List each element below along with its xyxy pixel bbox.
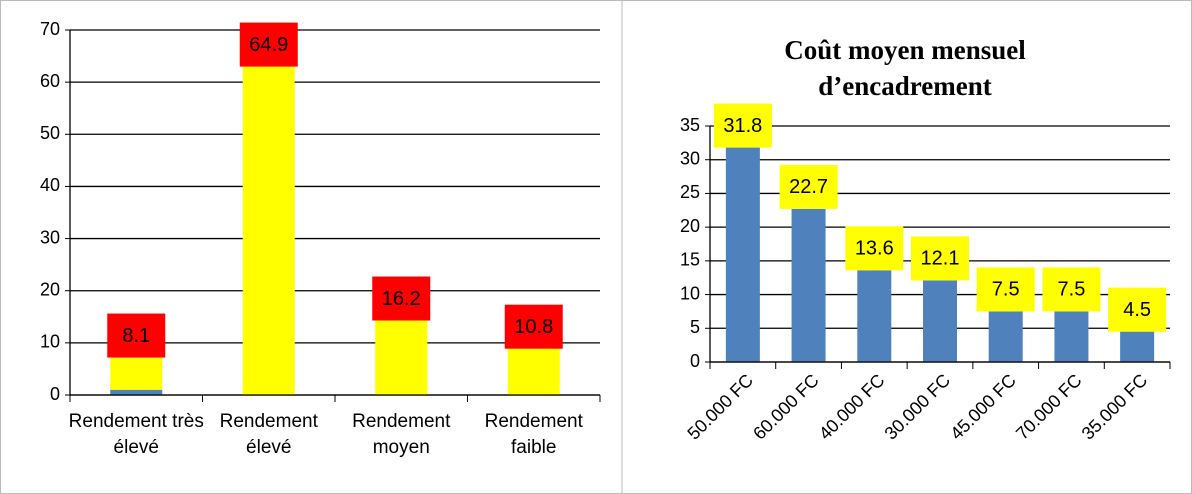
bar (375, 310, 428, 395)
x-tick-label: Rendement élevé (219, 411, 318, 458)
y-tick-label: 60 (40, 71, 60, 91)
data-label-box (504, 304, 563, 349)
bar (791, 208, 826, 362)
y-tick-label: 25 (680, 182, 700, 202)
data-label-box (779, 164, 838, 209)
x-tick-label: 50.000 FC (683, 370, 757, 444)
data-label: 31.8 (723, 115, 762, 137)
bar (242, 56, 295, 395)
data-label: 7.5 (992, 279, 1020, 301)
y-tick-label: 0 (50, 384, 60, 404)
data-label-box (713, 103, 772, 148)
bar (110, 389, 163, 395)
y-tick-label: 20 (40, 279, 60, 299)
y-tick-label: 50 (40, 123, 60, 143)
x-tick-label: 35.000 FC (1078, 370, 1152, 444)
y-tick-label: 30 (40, 227, 60, 247)
data-label: 22.7 (789, 176, 828, 198)
data-label: 8.1 (122, 325, 150, 347)
bar (988, 311, 1023, 362)
bar (1054, 311, 1089, 362)
y-tick-label: 5 (690, 317, 700, 337)
x-tick-label: 70.000 FC (1012, 370, 1086, 444)
y-tick-label: 0 (690, 351, 700, 371)
data-label-box (1108, 287, 1167, 332)
data-label-box (107, 313, 166, 358)
x-tick-label: 30.000 FC (881, 370, 955, 444)
data-label-box (845, 226, 904, 271)
data-label-box (239, 22, 298, 67)
y-tick-label: 10 (680, 283, 700, 303)
data-label: 7.5 (1058, 279, 1086, 301)
y-tick-label: 40 (40, 175, 60, 195)
data-label-box (976, 267, 1035, 312)
x-tick-label: Rendement très élevé (68, 411, 204, 458)
y-tick-label: 15 (680, 250, 700, 270)
y-tick-label: 35 (680, 115, 700, 135)
data-label-box (1042, 267, 1101, 312)
data-label: 10.8 (514, 316, 553, 338)
x-tick-label: Rendement faible (484, 411, 583, 458)
data-label: 13.6 (855, 238, 894, 260)
data-label-box (372, 276, 431, 321)
data-label: 4.5 (1123, 299, 1151, 321)
bar (725, 147, 760, 362)
y-tick-label: 20 (680, 216, 700, 236)
bar (923, 280, 957, 362)
x-tick-label: 45.000 FC (946, 370, 1020, 444)
data-label: 16.2 (382, 288, 421, 310)
y-tick-label: 10 (40, 332, 60, 352)
bar (857, 270, 892, 362)
x-tick-label: 60.000 FC (749, 370, 823, 444)
x-tick-label: 40.000 FC (815, 370, 889, 444)
bar (1120, 331, 1155, 362)
y-tick-label: 30 (680, 148, 700, 168)
data-label-box (911, 236, 969, 281)
y-tick-label: 70 (40, 19, 60, 39)
data-label: 64.9 (249, 34, 288, 56)
chart-title: Coût moyen mensuel d’encadrement (784, 35, 1026, 101)
x-tick-label: Rendement moyen (352, 411, 451, 458)
data-label: 12.1 (921, 248, 960, 270)
